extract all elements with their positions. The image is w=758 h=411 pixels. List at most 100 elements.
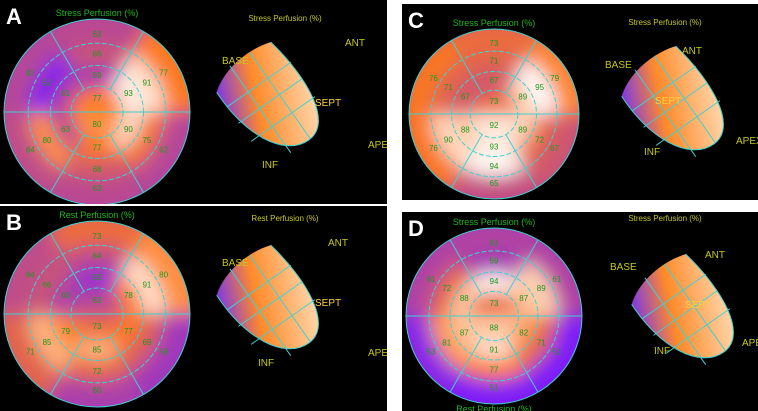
label-ant: ANT — [345, 38, 365, 49]
segment-value: 88 — [460, 294, 469, 303]
polar-segment — [505, 77, 537, 114]
segment-value: 80 — [159, 271, 168, 280]
polar-segment — [450, 316, 482, 355]
label-inf: INF — [258, 358, 275, 369]
polar-segment — [131, 221, 190, 314]
polar-segment — [131, 19, 190, 112]
polar-map-title: Stress Perfusion (%) — [452, 217, 536, 227]
polar-segment — [43, 221, 151, 255]
polar-segment — [120, 254, 166, 314]
segment-value: 80 — [93, 120, 102, 129]
heart-3d-view — [621, 45, 724, 157]
polar-segment — [526, 228, 582, 316]
label-sept: SEPT — [655, 96, 682, 107]
polar-segment — [62, 245, 132, 274]
polar-segment — [506, 316, 538, 355]
segment-value: 91 — [142, 280, 151, 289]
polar-map-title: Stress Perfusion (%) — [452, 18, 536, 28]
segment-value: 73 — [490, 299, 499, 308]
polar-segment — [525, 29, 579, 114]
view3d-title: Rest Perfusion (%) — [251, 214, 319, 223]
panel-letter: C — [408, 8, 424, 33]
segment-value: 66 — [93, 49, 102, 58]
polar-segment — [43, 19, 151, 53]
polar-segment — [445, 29, 543, 60]
polar-segment — [50, 112, 84, 153]
segment-value: 64 — [26, 271, 35, 280]
segment-value: 59 — [93, 71, 102, 80]
segment-value: 67 — [550, 144, 559, 153]
panel-a: 77 80 59 93 90 77 63 61 66 91 75 68 80 52 63 77 62 63 64 62… — [0, 0, 387, 204]
polar-segment — [43, 171, 151, 204]
segment-value: 94 — [490, 277, 499, 286]
label-base: BASE — [610, 262, 637, 273]
segment-value: 90 — [444, 135, 453, 144]
label-apex: APEX — [368, 348, 387, 359]
segment-value: 67 — [461, 93, 470, 102]
polar-segment — [516, 259, 560, 316]
segment-value: 76 — [429, 144, 438, 153]
segment-value: 58 — [159, 348, 168, 357]
segment-value: 89 — [537, 284, 546, 293]
segment-value: 71 — [26, 348, 35, 357]
polar-segment — [120, 112, 166, 172]
segment-value: 61 — [61, 89, 70, 98]
label-sept: SEPT — [315, 98, 342, 109]
polar-segment — [443, 372, 545, 404]
panel-letter: B — [6, 210, 22, 235]
segment-value: 93 — [490, 142, 499, 151]
segment-value: 91 — [490, 345, 499, 354]
segment-value: 53 — [427, 347, 436, 356]
segment-value: 95 — [535, 83, 544, 92]
segment-value: 77 — [93, 143, 102, 152]
polar-segment — [110, 314, 144, 355]
segment-value: 52 — [43, 78, 52, 87]
panel-d: 73 88 94 87 82 91 87 88 59 89 71 77 81 72 61 61 51 51 53 61… — [402, 212, 758, 411]
segment-value: 61 — [552, 275, 561, 284]
polar-segment — [443, 228, 545, 260]
polar-segment — [472, 337, 516, 360]
segment-value: 55 — [93, 273, 102, 282]
segment-value: 87 — [460, 328, 469, 337]
segment-value: 60 — [93, 386, 102, 395]
segment-value: 85 — [93, 345, 102, 354]
segment-value: 63 — [93, 30, 102, 39]
segment-value: 66 — [43, 280, 52, 289]
polar-map: 62 73 55 78 77 85 79 60 64 91 69 72 85 66 73 80 58 60 71 64 — [3, 220, 319, 408]
label-inf: INF — [644, 147, 661, 158]
segment-value: 65 — [490, 179, 499, 188]
polar-segment — [28, 112, 74, 172]
polar-segment — [110, 112, 144, 153]
label-sept: SEPT — [315, 298, 342, 309]
segment-value: 88 — [490, 323, 499, 332]
segment-value: 87 — [519, 294, 528, 303]
segment-value: 60 — [61, 291, 70, 300]
polar-segment — [431, 59, 473, 114]
segment-value: 61 — [427, 275, 436, 284]
panel-b: 62 73 55 78 77 85 79 60 64 91 69 72 85 66 73 80 58 60 71 64… — [0, 206, 387, 411]
segment-value: 77 — [124, 327, 133, 336]
polar-segment — [462, 150, 526, 177]
segment-value: 64 — [26, 146, 35, 155]
label-inf: INF — [654, 346, 671, 357]
polar-segment — [472, 272, 516, 295]
polar-segment — [461, 250, 527, 278]
polar-segment — [73, 336, 121, 361]
segment-value: 63 — [61, 125, 70, 134]
segment-value: 69 — [142, 338, 151, 347]
segment-value: 79 — [61, 327, 70, 336]
polar-segment — [73, 267, 121, 292]
label-base: BASE — [605, 60, 632, 71]
segment-value: 72 — [535, 135, 544, 144]
segment-value: 63 — [93, 184, 102, 193]
segment-value: 92 — [490, 121, 499, 130]
label-base: BASE — [222, 56, 249, 67]
polar-segment — [4, 221, 63, 314]
segment-value: 68 — [93, 165, 102, 174]
polar-segment — [406, 316, 462, 404]
polar-map: 73 88 94 87 82 91 87 88 59 89 71 77 81 72 61 61 51 51 53 61 — [405, 227, 734, 405]
polar-segment — [28, 314, 74, 374]
polar-segment — [120, 52, 166, 112]
polar-segment — [4, 19, 63, 112]
segment-value: 71 — [537, 338, 546, 347]
